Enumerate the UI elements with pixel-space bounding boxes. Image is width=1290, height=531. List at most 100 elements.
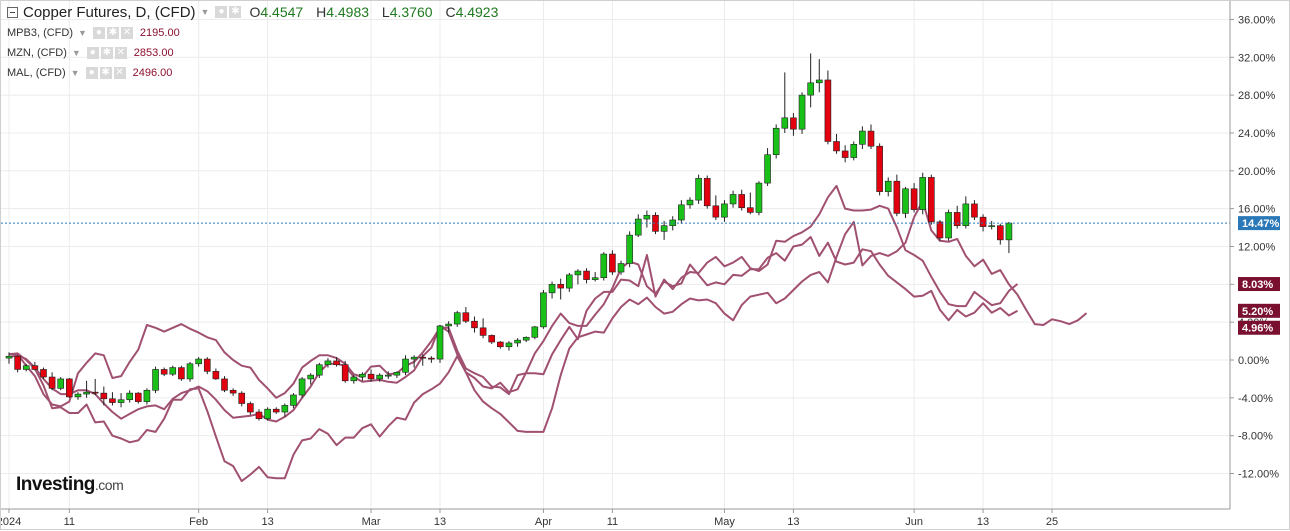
candle-body — [471, 320, 478, 329]
candle-body — [686, 199, 694, 206]
candle — [143, 388, 151, 405]
y-tick-label: 24.00% — [1238, 128, 1276, 140]
candle-body — [660, 225, 668, 232]
candle-body — [514, 339, 521, 344]
candle-body — [203, 358, 211, 372]
candle — [5, 352, 13, 364]
candle — [169, 365, 177, 377]
caret-down-icon[interactable]: ▼ — [78, 28, 87, 38]
candle — [135, 392, 142, 404]
x-tick-label: May — [714, 516, 735, 528]
candle — [841, 145, 849, 163]
candle — [453, 310, 461, 327]
candle — [962, 196, 970, 229]
candle — [436, 324, 444, 363]
candle-body — [384, 374, 392, 377]
compare-name[interactable]: MAL, (CFD) — [7, 67, 66, 79]
compare-name[interactable]: MZN, (CFD) — [7, 47, 67, 59]
candle — [996, 223, 1004, 245]
candle-body — [117, 399, 125, 403]
compare-value: 2496.00 — [132, 67, 173, 79]
candle — [712, 195, 720, 220]
candle — [57, 377, 65, 391]
candle-body — [971, 203, 978, 218]
candle — [497, 341, 504, 349]
candle-body — [936, 221, 944, 239]
candle — [936, 219, 944, 241]
high-value: 4.4983 — [326, 4, 370, 20]
candle-body — [281, 405, 289, 413]
candle — [22, 363, 30, 372]
candle-body — [721, 203, 728, 218]
candle-body — [48, 376, 56, 389]
candle-body — [609, 253, 616, 273]
legend-main-row: Copper Futures, D, (CFD) ▼ ● ✱ O4.4547 H… — [7, 1, 507, 23]
candle — [307, 373, 315, 385]
candle — [893, 174, 901, 217]
low-label: L — [381, 4, 390, 20]
close-icon[interactable]: ✕ — [113, 67, 126, 79]
candle — [565, 272, 573, 292]
candle — [126, 390, 133, 403]
candle-body — [100, 392, 108, 400]
y-tick-label: 0.00% — [1238, 355, 1269, 367]
candle-body — [1005, 222, 1013, 241]
collapse-icon[interactable] — [7, 6, 18, 18]
candle-body — [367, 373, 375, 380]
x-tick-label: Jun — [905, 516, 923, 528]
candle-body — [695, 178, 702, 201]
candle — [557, 278, 564, 300]
eye-icon[interactable]: ● — [92, 27, 105, 39]
eye-icon[interactable]: ● — [215, 6, 228, 18]
candle — [40, 367, 47, 379]
candle — [367, 369, 375, 382]
candle-body — [74, 393, 82, 398]
candle-body — [548, 284, 556, 294]
low-value: 4.3760 — [389, 4, 433, 20]
compare-value-badge-text: 4.96% — [1242, 323, 1273, 335]
candle — [14, 355, 21, 373]
high-label: H — [316, 4, 327, 20]
close-icon[interactable]: ✕ — [120, 27, 133, 39]
gear-icon[interactable]: ✱ — [100, 47, 113, 59]
candle-body — [497, 341, 504, 348]
candle — [195, 357, 202, 367]
close-icon[interactable]: ✕ — [114, 47, 127, 59]
gear-icon[interactable]: ✱ — [99, 67, 112, 79]
gear-icon[interactable]: ✱ — [229, 6, 242, 18]
candle-body — [764, 154, 771, 184]
instrument-title[interactable]: Copper Futures, D, (CFD) — [23, 3, 196, 21]
candle — [522, 336, 530, 343]
candle — [772, 124, 780, 159]
candle-body — [152, 369, 159, 391]
candle-body — [66, 378, 73, 398]
caret-down-icon[interactable]: ▼ — [200, 7, 210, 17]
x-tick-label: 13 — [434, 516, 446, 528]
close-value: 4.4923 — [455, 4, 499, 20]
x-tick-label: Apr — [535, 516, 552, 528]
gear-icon[interactable]: ✱ — [106, 27, 119, 39]
candle — [281, 403, 289, 417]
candle-body — [772, 127, 780, 156]
candle — [31, 361, 39, 371]
candle-body — [14, 355, 21, 370]
candle-body — [531, 326, 539, 338]
compare-name[interactable]: MPB3, (CFD) — [7, 27, 73, 39]
caret-down-icon[interactable]: ▼ — [71, 48, 81, 58]
eye-icon[interactable]: ● — [85, 67, 98, 79]
candle-body — [307, 374, 315, 380]
candle-body — [626, 234, 633, 264]
candle — [290, 393, 297, 409]
eye-icon[interactable]: ● — [86, 47, 99, 59]
candle-body — [109, 398, 116, 403]
candle — [738, 189, 746, 211]
candle-body — [316, 364, 323, 376]
caret-down-icon[interactable]: ▼ — [70, 68, 80, 78]
candle — [919, 172, 927, 215]
candle-body — [867, 130, 875, 147]
candle — [798, 92, 806, 134]
candle — [471, 316, 478, 333]
candle-body — [333, 360, 340, 366]
